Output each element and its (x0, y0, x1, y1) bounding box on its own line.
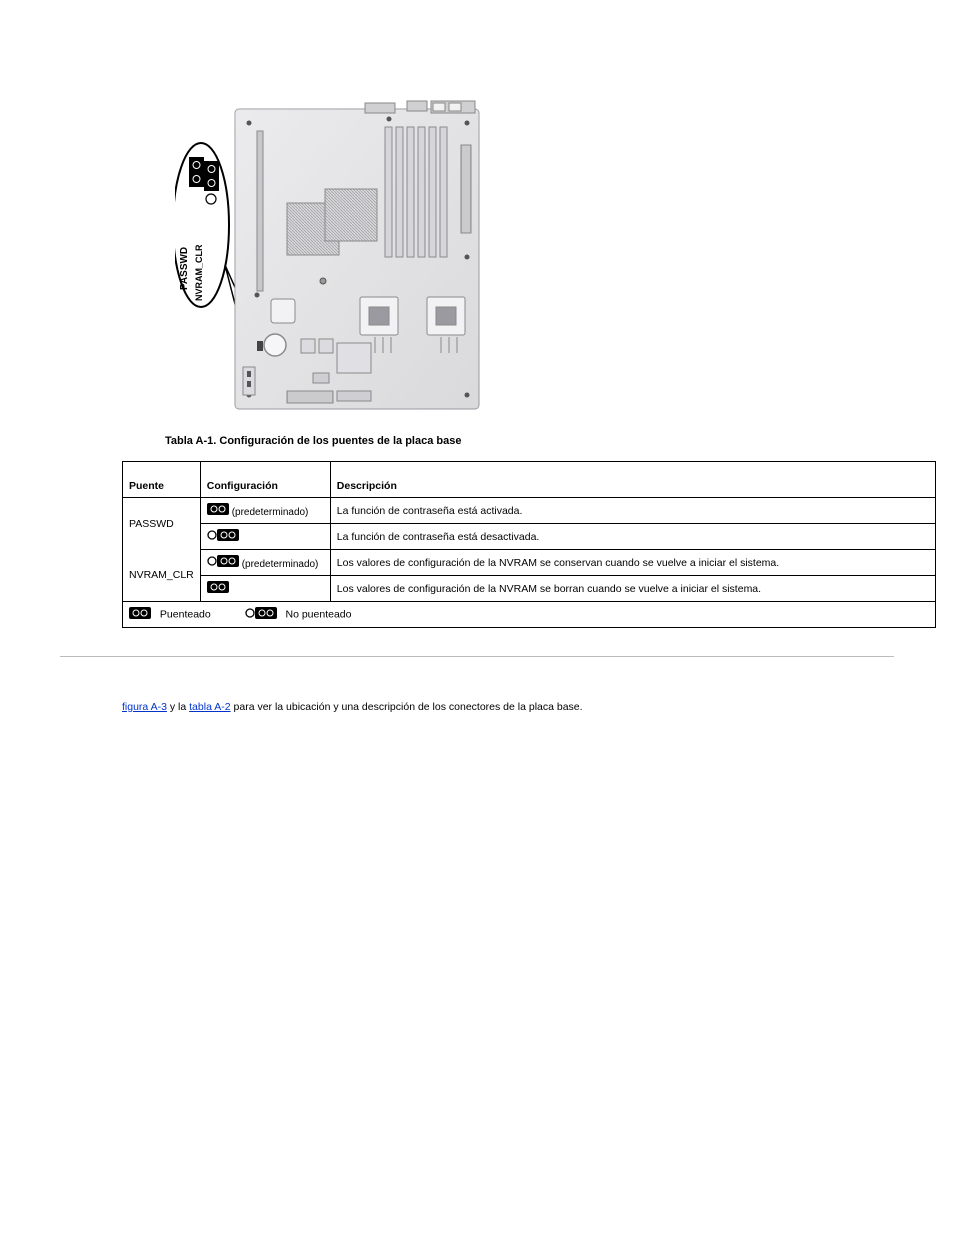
motherboard-diagram: PASSWD NVRAM_CLR (175, 95, 485, 415)
cell-puente-nvram: NVRAM_CLR (123, 550, 201, 602)
legend-open: No puenteado (286, 608, 352, 620)
cell-config: (predeterminado) (200, 550, 330, 576)
figure-link[interactable]: figura A-3 (122, 701, 167, 713)
th-desc: Descripción (330, 462, 935, 498)
section-divider (60, 656, 894, 657)
cell-desc: La función de contraseña está activada. (330, 498, 935, 524)
label-passwd: PASSWD (179, 247, 190, 290)
label-nvram-clr: NVRAM_CLR (194, 244, 204, 301)
connectors-section: Conectores de la placa base Consulte la … (122, 701, 954, 713)
caption-text: Tabla A-1. Configuración de los puentes … (165, 435, 461, 447)
cell-desc: La función de contraseña está desactivad… (330, 524, 935, 550)
cell-config (200, 576, 330, 602)
jumper-shorted-icon (207, 584, 229, 596)
legend-cell: Puenteado No puenteado (123, 602, 936, 628)
jumper-open-icon (207, 532, 239, 544)
ref-suffix: para ver la ubicación y una descripción … (234, 701, 583, 713)
th-puente: Puente (123, 462, 201, 498)
jumper-open-icon (245, 610, 280, 622)
table-row: PASSWD (predeterminado) La función de co… (123, 498, 936, 524)
jumper-shorted-icon (129, 610, 154, 622)
legend-shorted: Puenteado (160, 608, 211, 620)
table-link[interactable]: tabla A-2 (189, 701, 230, 713)
jumper-settings-table: Puente Configuración Descripción PASSWD … (122, 461, 936, 628)
table-caption: Tabla A-1. Configuración de los puentes … (165, 435, 954, 447)
jumper-open-icon (207, 558, 242, 570)
th-config: Configuración (200, 462, 330, 498)
jumper-shorted-icon (207, 506, 232, 518)
cell-config: (predeterminado) (200, 498, 330, 524)
table-row: NVRAM_CLR (predeterminado) Los valores d… (123, 550, 936, 576)
table-row: Los valores de configuración de la NVRAM… (123, 576, 936, 602)
cell-puente-passwd: PASSWD (123, 498, 201, 550)
cell-config (200, 524, 330, 550)
cell-desc: Los valores de configuración de la NVRAM… (330, 576, 935, 602)
table-row: La función de contraseña está desactivad… (123, 524, 936, 550)
cfg-suffix: (predeterminado) (242, 559, 319, 570)
cell-desc: Los valores de configuración de la NVRAM… (330, 550, 935, 576)
legend-row: Puenteado No puenteado (123, 602, 936, 628)
cfg-suffix: (predeterminado) (232, 507, 309, 518)
ref-mid: y la (170, 701, 189, 713)
